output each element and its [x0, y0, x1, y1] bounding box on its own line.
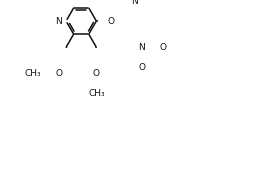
Text: O: O: [93, 69, 100, 78]
Text: CH₃: CH₃: [24, 69, 41, 78]
Text: O: O: [138, 63, 145, 72]
Text: O: O: [55, 69, 62, 78]
Text: N: N: [131, 0, 137, 6]
Text: O: O: [108, 17, 115, 26]
Text: O: O: [159, 43, 166, 52]
Text: CH₃: CH₃: [88, 89, 105, 98]
Text: N: N: [138, 43, 145, 52]
Text: N: N: [55, 17, 62, 26]
